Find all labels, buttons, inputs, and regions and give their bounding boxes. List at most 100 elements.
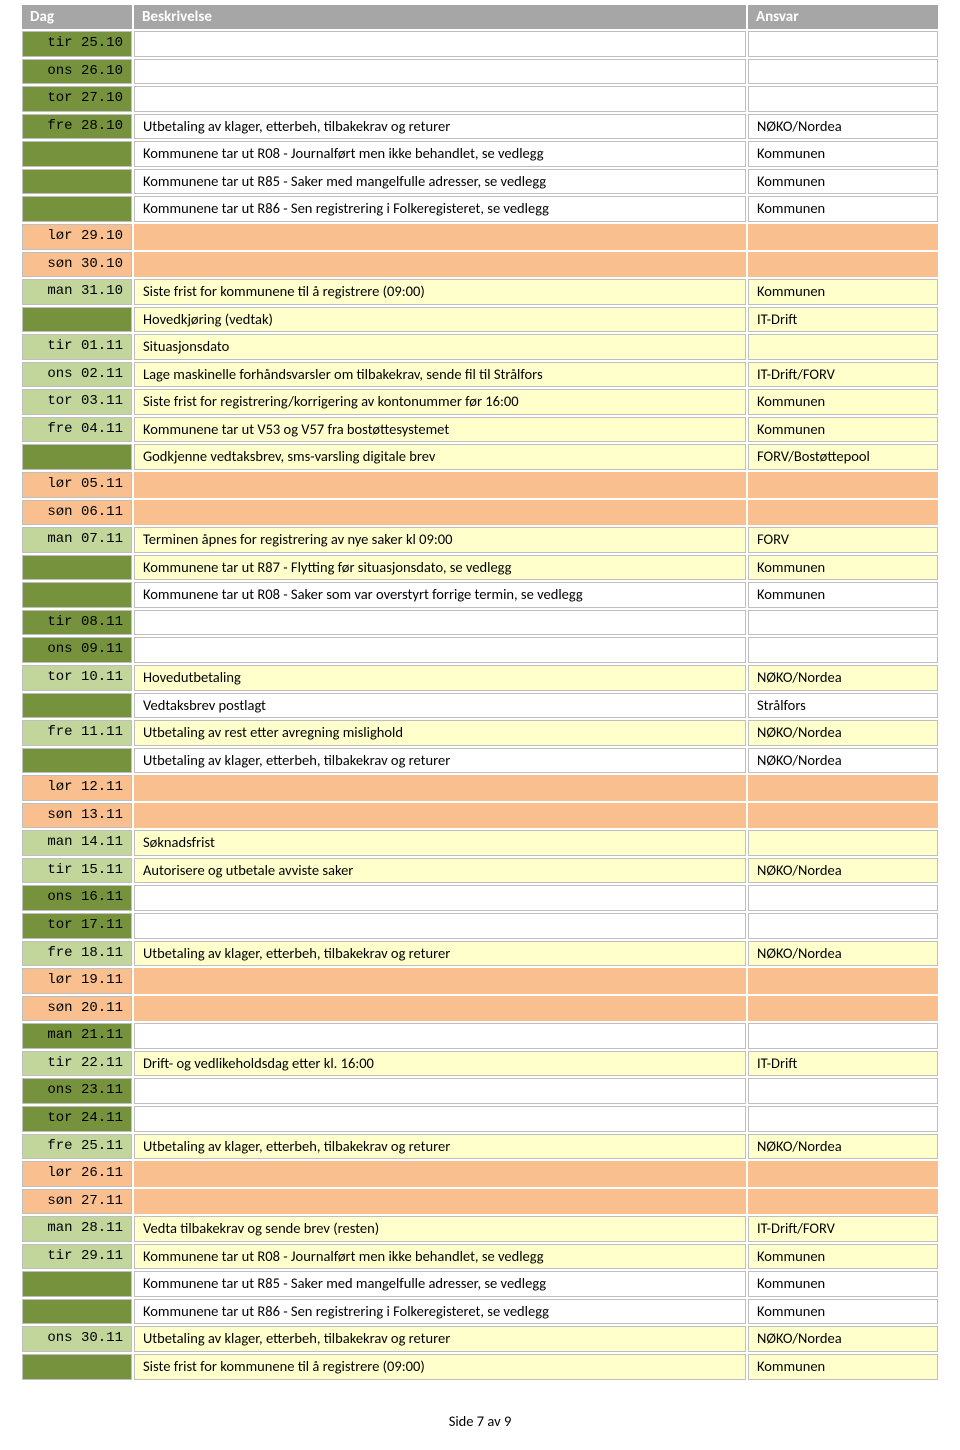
cell-beskrivelse: Utbetaling av klager, etterbeh, tilbakek…	[134, 941, 746, 967]
cell-ansvar	[748, 472, 938, 498]
table-row: fre 04.11Kommunene tar ut V53 og V57 fra…	[22, 417, 938, 443]
table-row: Kommunene tar ut R86 - Sen registrering …	[22, 196, 938, 222]
cell-ansvar: NØKO/Nordea	[748, 858, 938, 884]
cell-dag: lør 29.10	[22, 224, 132, 250]
schedule-page: Dag Beskrivelse Ansvar tir 25.10 ons 26.…	[0, 0, 960, 1450]
cell-beskrivelse: Kommunene tar ut R86 - Sen registrering …	[134, 196, 746, 222]
cell-ansvar	[748, 59, 938, 85]
table-row: tir 22.11Drift- og vedlikeholdsdag etter…	[22, 1051, 938, 1077]
cell-ansvar	[748, 1078, 938, 1104]
cell-dag: tor 24.11	[22, 1106, 132, 1132]
cell-dag	[22, 1299, 132, 1325]
cell-ansvar	[748, 803, 938, 829]
cell-dag	[22, 693, 132, 719]
table-row: tor 27.10	[22, 86, 938, 112]
table-header-row: Dag Beskrivelse Ansvar	[22, 5, 938, 29]
table-row: ons 09.11	[22, 637, 938, 663]
cell-dag: ons 23.11	[22, 1078, 132, 1104]
cell-dag: tor 10.11	[22, 665, 132, 691]
cell-ansvar: NØKO/Nordea	[748, 748, 938, 774]
cell-ansvar: Kommunen	[748, 389, 938, 415]
cell-ansvar	[748, 610, 938, 636]
cell-ansvar: Kommunen	[748, 417, 938, 443]
cell-dag	[22, 555, 132, 581]
cell-beskrivelse: Kommunene tar ut R86 - Sen registrering …	[134, 1299, 746, 1325]
cell-beskrivelse: Vedta tilbakekrav og sende brev (resten)	[134, 1216, 746, 1242]
cell-dag: fre 28.10	[22, 114, 132, 140]
cell-beskrivelse	[134, 252, 746, 278]
cell-beskrivelse: Søknadsfrist	[134, 830, 746, 856]
table-row: man 14.11Søknadsfrist	[22, 830, 938, 856]
table-row: tor 10.11HovedutbetalingNØKO/Nordea	[22, 665, 938, 691]
cell-beskrivelse: Drift- og vedlikeholdsdag etter kl. 16:0…	[134, 1051, 746, 1077]
cell-beskrivelse	[134, 1106, 746, 1132]
table-row: man 31.10Siste frist for kommunene til å…	[22, 279, 938, 305]
cell-beskrivelse	[134, 968, 746, 994]
cell-beskrivelse	[134, 472, 746, 498]
cell-beskrivelse	[134, 31, 746, 57]
cell-ansvar	[748, 252, 938, 278]
cell-beskrivelse: Siste frist for registrering/korrigering…	[134, 389, 746, 415]
cell-ansvar: FORV/Bostøttepool	[748, 444, 938, 470]
header-ansvar: Ansvar	[748, 5, 938, 29]
table-row: man 28.11Vedta tilbakekrav og sende brev…	[22, 1216, 938, 1242]
table-row: Kommunene tar ut R85 - Saker med mangelf…	[22, 1271, 938, 1297]
cell-beskrivelse	[134, 59, 746, 85]
cell-ansvar: Kommunen	[748, 279, 938, 305]
cell-ansvar: FORV	[748, 527, 938, 553]
cell-dag: tir 29.11	[22, 1244, 132, 1270]
cell-ansvar: Kommunen	[748, 141, 938, 167]
cell-dag: man 31.10	[22, 279, 132, 305]
cell-ansvar	[748, 334, 938, 360]
table-row: man 21.11	[22, 1023, 938, 1049]
cell-dag: ons 26.10	[22, 59, 132, 85]
cell-beskrivelse: Kommunene tar ut R85 - Saker med mangelf…	[134, 169, 746, 195]
cell-dag: søn 30.10	[22, 252, 132, 278]
cell-dag: søn 20.11	[22, 996, 132, 1022]
cell-ansvar: NØKO/Nordea	[748, 1134, 938, 1160]
cell-beskrivelse: Kommunene tar ut V53 og V57 fra bostøtte…	[134, 417, 746, 443]
cell-dag	[22, 582, 132, 608]
table-row: Kommunene tar ut R08 - Saker som var ove…	[22, 582, 938, 608]
cell-beskrivelse	[134, 1078, 746, 1104]
cell-dag: lør 12.11	[22, 775, 132, 801]
table-row: søn 30.10	[22, 252, 938, 278]
cell-ansvar	[748, 31, 938, 57]
cell-dag: tir 15.11	[22, 858, 132, 884]
cell-dag: fre 18.11	[22, 941, 132, 967]
table-row: ons 26.10	[22, 59, 938, 85]
cell-dag	[22, 196, 132, 222]
cell-beskrivelse: Siste frist for kommunene til å registre…	[134, 279, 746, 305]
cell-ansvar	[748, 224, 938, 250]
cell-beskrivelse: Lage maskinelle forhåndsvarsler om tilba…	[134, 362, 746, 388]
cell-dag	[22, 169, 132, 195]
cell-ansvar	[748, 1023, 938, 1049]
cell-ansvar: IT-Drift	[748, 307, 938, 333]
table-row: fre 25.11Utbetaling av klager, etterbeh,…	[22, 1134, 938, 1160]
cell-beskrivelse	[134, 803, 746, 829]
table-row: fre 18.11Utbetaling av klager, etterbeh,…	[22, 941, 938, 967]
cell-dag	[22, 307, 132, 333]
table-row: fre 28.10Utbetaling av klager, etterbeh,…	[22, 114, 938, 140]
table-row: man 07.11Terminen åpnes for registrering…	[22, 527, 938, 553]
table-row: ons 02.11Lage maskinelle forhåndsvarsler…	[22, 362, 938, 388]
cell-ansvar: Kommunen	[748, 1354, 938, 1380]
table-row: lør 12.11	[22, 775, 938, 801]
table-row: tir 29.11Kommunene tar ut R08 - Journalf…	[22, 1244, 938, 1270]
table-row: ons 23.11	[22, 1078, 938, 1104]
cell-dag: fre 04.11	[22, 417, 132, 443]
schedule-table: Dag Beskrivelse Ansvar tir 25.10 ons 26.…	[20, 3, 940, 1382]
table-row: søn 06.11	[22, 500, 938, 526]
cell-dag: man 14.11	[22, 830, 132, 856]
table-row: lør 19.11	[22, 968, 938, 994]
cell-beskrivelse: Kommunene tar ut R08 - Saker som var ove…	[134, 582, 746, 608]
table-row: Vedtaksbrev postlagtStrålfors	[22, 693, 938, 719]
cell-dag: ons 09.11	[22, 637, 132, 663]
cell-ansvar: Kommunen	[748, 1299, 938, 1325]
cell-beskrivelse: Siste frist for kommunene til å registre…	[134, 1354, 746, 1380]
cell-dag: fre 25.11	[22, 1134, 132, 1160]
cell-beskrivelse	[134, 775, 746, 801]
cell-dag	[22, 141, 132, 167]
cell-ansvar	[748, 968, 938, 994]
header-beskrivelse: Beskrivelse	[134, 5, 746, 29]
